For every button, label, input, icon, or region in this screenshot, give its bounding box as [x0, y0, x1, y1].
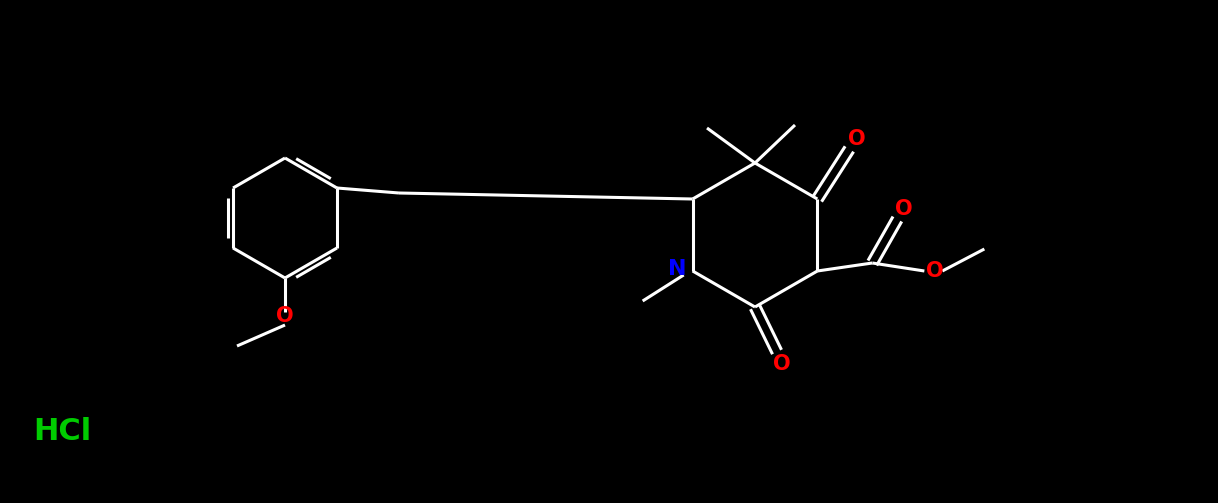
Text: O: O: [926, 261, 943, 281]
Text: O: O: [773, 354, 790, 374]
Text: O: O: [848, 129, 865, 149]
Text: O: O: [276, 306, 294, 326]
Text: O: O: [894, 199, 912, 219]
Text: HCl: HCl: [33, 416, 91, 446]
Text: N: N: [669, 259, 687, 279]
